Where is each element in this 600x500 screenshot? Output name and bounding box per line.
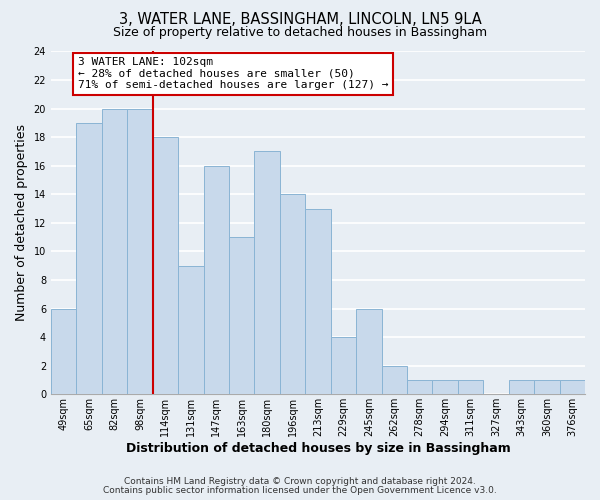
Bar [407, 380, 433, 394]
Bar [280, 194, 305, 394]
Text: Contains public sector information licensed under the Open Government Licence v3: Contains public sector information licen… [103, 486, 497, 495]
Bar [229, 237, 254, 394]
X-axis label: Distribution of detached houses by size in Bassingham: Distribution of detached houses by size … [125, 442, 511, 455]
Bar [127, 108, 152, 395]
Y-axis label: Number of detached properties: Number of detached properties [15, 124, 28, 322]
Bar [509, 380, 534, 394]
Text: 3 WATER LANE: 102sqm
← 28% of detached houses are smaller (50)
71% of semi-detac: 3 WATER LANE: 102sqm ← 28% of detached h… [77, 57, 388, 90]
Bar [152, 137, 178, 394]
Bar [331, 337, 356, 394]
Bar [560, 380, 585, 394]
Text: Size of property relative to detached houses in Bassingham: Size of property relative to detached ho… [113, 26, 487, 39]
Bar [76, 123, 102, 394]
Bar [203, 166, 229, 394]
Bar [356, 308, 382, 394]
Bar [458, 380, 483, 394]
Bar [433, 380, 458, 394]
Bar [178, 266, 203, 394]
Bar [51, 308, 76, 394]
Bar [102, 108, 127, 395]
Bar [254, 152, 280, 394]
Bar [534, 380, 560, 394]
Text: Contains HM Land Registry data © Crown copyright and database right 2024.: Contains HM Land Registry data © Crown c… [124, 477, 476, 486]
Text: 3, WATER LANE, BASSINGHAM, LINCOLN, LN5 9LA: 3, WATER LANE, BASSINGHAM, LINCOLN, LN5 … [119, 12, 481, 28]
Bar [382, 366, 407, 394]
Bar [305, 208, 331, 394]
